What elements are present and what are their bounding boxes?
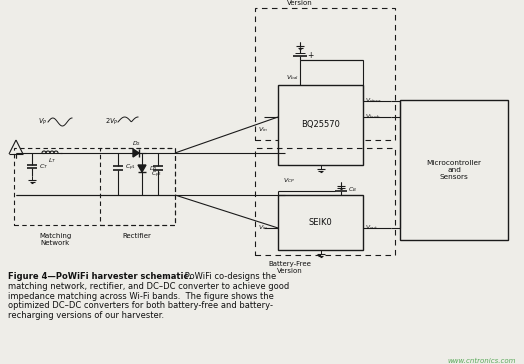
Text: +: + — [307, 51, 313, 60]
Text: recharging versions of our harvester.: recharging versions of our harvester. — [8, 311, 164, 320]
Polygon shape — [138, 165, 146, 172]
Bar — [100, 148, 175, 225]
Text: $C_{p2}$: $C_{p2}$ — [151, 170, 162, 180]
Bar — [400, 100, 508, 240]
Text: Battery
Recharging
Version: Battery Recharging Version — [280, 0, 320, 6]
Text: $V_P$: $V_P$ — [38, 117, 47, 127]
Text: Rectifier: Rectifier — [123, 233, 151, 239]
Text: $V_{buck}$: $V_{buck}$ — [365, 112, 381, 122]
Text: SEIK0: SEIK0 — [309, 218, 332, 227]
Text: matching network, rectifier, and DC–DC converter to achieve good: matching network, rectifier, and DC–DC c… — [8, 282, 289, 291]
Text: $V_{store}$: $V_{store}$ — [365, 96, 381, 106]
Polygon shape — [133, 149, 139, 157]
Text: optimized DC–DC converters for both battery-free and battery-: optimized DC–DC converters for both batt… — [8, 301, 273, 310]
Text: Microcontroller
and
Sensors: Microcontroller and Sensors — [427, 160, 482, 180]
Text: $D_1$: $D_1$ — [149, 165, 158, 174]
Text: PoWiFi co-designs the: PoWiFi co-designs the — [182, 272, 276, 281]
Text: $V_{bal}$: $V_{bal}$ — [286, 73, 299, 82]
Text: $C_T$: $C_T$ — [39, 163, 48, 171]
Bar — [255, 148, 395, 255]
Bar — [278, 85, 363, 165]
Text: www.cntronics.com: www.cntronics.com — [447, 358, 516, 364]
Bar — [14, 148, 175, 225]
Bar — [255, 8, 395, 140]
Text: $C_B$: $C_B$ — [348, 186, 357, 194]
Text: impedance matching across Wi-Fi bands.  The figure shows the: impedance matching across Wi-Fi bands. T… — [8, 292, 274, 301]
Text: $C_{p1}$: $C_{p1}$ — [125, 163, 136, 173]
Text: $D_2$: $D_2$ — [132, 139, 140, 149]
Text: Battery-Free
Version: Battery-Free Version — [269, 261, 311, 274]
Text: Figure 4—PoWiFi harvester schematic.: Figure 4—PoWiFi harvester schematic. — [8, 272, 192, 281]
Text: $V_{in}$: $V_{in}$ — [258, 126, 268, 134]
Text: $L_T$: $L_T$ — [48, 157, 56, 166]
Text: $V_{in}$: $V_{in}$ — [258, 223, 268, 233]
Text: $V_{out}$: $V_{out}$ — [365, 223, 378, 233]
Text: $2V_P$: $2V_P$ — [105, 117, 118, 127]
Text: $V_{CP}$: $V_{CP}$ — [283, 176, 295, 185]
Text: BQ25570: BQ25570 — [301, 120, 340, 130]
Text: Matching
Network: Matching Network — [39, 233, 71, 246]
Bar — [278, 195, 363, 250]
